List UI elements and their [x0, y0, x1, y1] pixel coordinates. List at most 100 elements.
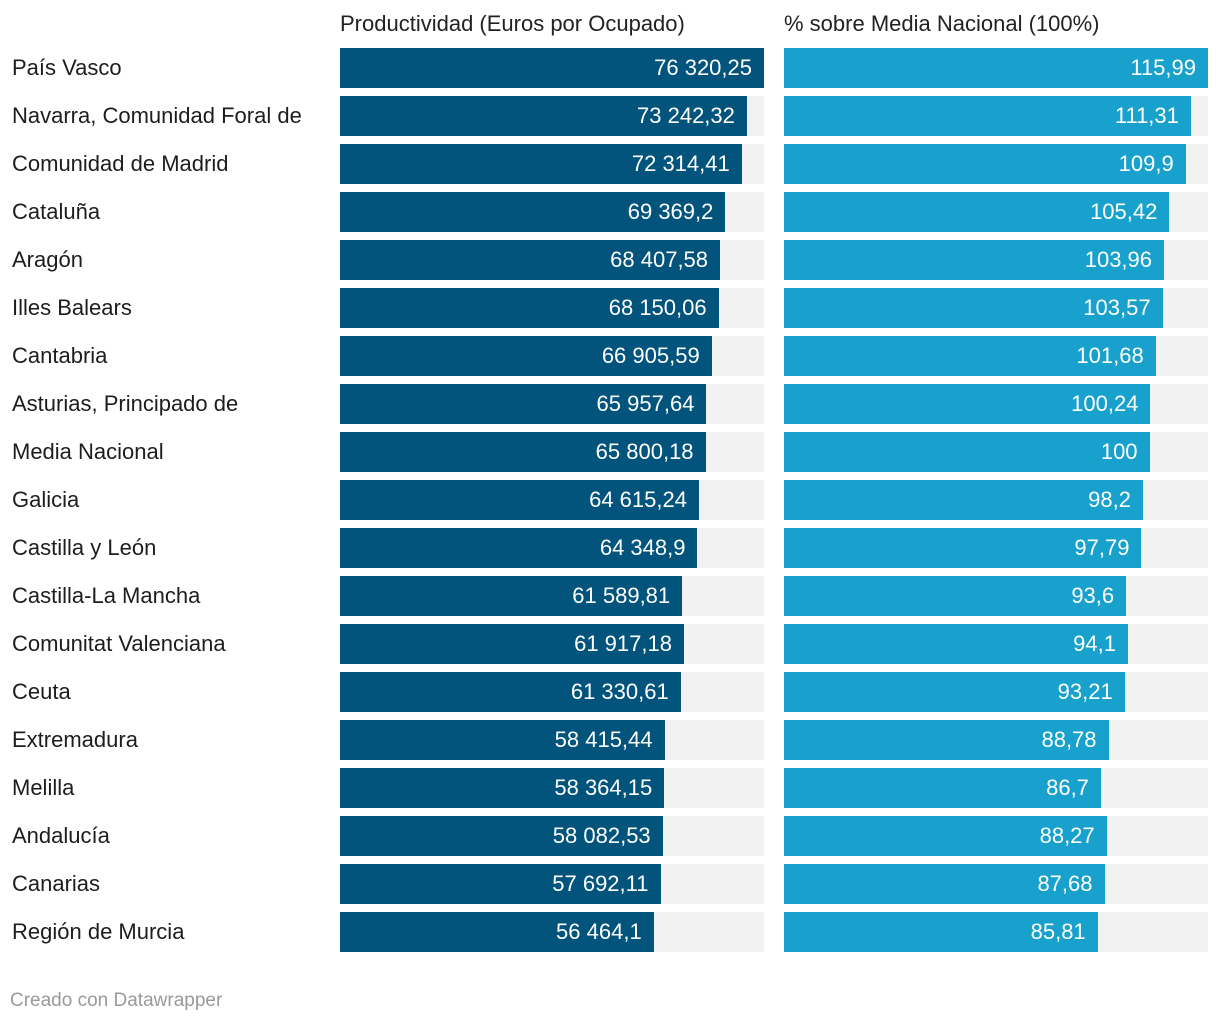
- category-label: Aragón: [12, 247, 83, 272]
- category-label: Galicia: [12, 487, 80, 512]
- value-label-pct: 105,42: [1090, 199, 1158, 224]
- bar-track-prod: 65 957,64: [340, 384, 764, 424]
- bar-pct: 98,2: [784, 480, 1143, 520]
- bar-track-pct: 87,68: [784, 864, 1208, 904]
- bar-track-pct: 115,99: [784, 48, 1208, 88]
- chart-row: Región de Murcia 56 464,1 85,81: [0, 912, 1220, 952]
- bar-pct: 86,7: [784, 768, 1101, 808]
- value-label-prod: 58 415,44: [554, 727, 653, 752]
- value-label-prod: 56 464,1: [556, 919, 642, 944]
- chart-row: Navarra, Comunidad Foral de 73 242,32 111,…: [0, 96, 1220, 136]
- bar-track-pct: 93,6: [784, 576, 1208, 616]
- value-label-prod: 72 314,41: [631, 151, 730, 176]
- value-label-prod: 69 369,2: [627, 199, 714, 224]
- value-label-prod: 66 905,59: [601, 343, 700, 368]
- bar-track-prod: 76 320,25: [340, 48, 764, 88]
- chart-row: Aragón 68 407,58 103,96: [0, 240, 1220, 280]
- chart-row: Ceuta 61 330,61 93,21: [0, 672, 1220, 712]
- value-label-pct: 101,68: [1076, 343, 1144, 368]
- bar-pct: 105,42: [784, 192, 1170, 232]
- value-label-pct: 98,2: [1088, 487, 1131, 512]
- category-label: Extremadura: [12, 727, 138, 752]
- column-header-productividad: Productividad (Euros por Ocupado): [340, 11, 685, 36]
- bar-track-pct: 101,68: [784, 336, 1208, 376]
- bar-pct: 100: [784, 432, 1150, 472]
- bar-pct: 85,81: [784, 912, 1098, 952]
- chart-row: País Vasco 76 320,25 115,99: [0, 48, 1220, 88]
- bar-track-prod: 64 615,24: [340, 480, 764, 520]
- bar-pct: 103,57: [784, 288, 1163, 328]
- value-label-prod: 68 150,06: [608, 295, 707, 320]
- chart-row: Extremadura 58 415,44 88,78: [0, 720, 1220, 760]
- bar-prod: 56 464,1: [340, 912, 654, 952]
- bar-pct: 88,78: [784, 720, 1109, 760]
- chart-row: Cantabria 66 905,59 101,68: [0, 336, 1220, 376]
- chart-row: Melilla 58 364,15 86,7: [0, 768, 1220, 808]
- value-label-prod: 64 615,24: [589, 487, 687, 512]
- bar-pct: 94,1: [784, 624, 1128, 664]
- bar-track-prod: 58 415,44: [340, 720, 764, 760]
- bar-prod: 68 150,06: [340, 288, 719, 328]
- value-label-pct: 88,27: [1039, 823, 1095, 848]
- bar-prod: 58 364,15: [340, 768, 665, 808]
- bar-track-prod: 73 242,32: [340, 96, 764, 136]
- bar-prod: 69 369,2: [340, 192, 726, 232]
- bar-track-pct: 98,2: [784, 480, 1208, 520]
- bar-track-pct: 94,1: [784, 624, 1208, 664]
- bar-track-pct: 88,78: [784, 720, 1208, 760]
- value-label-prod: 61 330,61: [570, 679, 669, 704]
- bar-track-pct: 103,96: [784, 240, 1208, 280]
- value-label-prod: 65 957,64: [596, 391, 695, 416]
- value-label-pct: 111,31: [1114, 103, 1179, 128]
- bar-prod: 64 348,9: [340, 528, 698, 568]
- bar-track-prod: 68 407,58: [340, 240, 764, 280]
- bar-pct: 97,79: [784, 528, 1142, 568]
- bar-track-prod: 64 348,9: [340, 528, 764, 568]
- bar-track-prod: 56 464,1: [340, 912, 764, 952]
- bar-prod: 57 692,11: [340, 864, 661, 904]
- bar-pct: 103,96: [784, 240, 1165, 280]
- bar-track-pct: 100: [784, 432, 1208, 472]
- category-label: Canarias: [12, 871, 101, 896]
- bar-track-pct: 100,24: [784, 384, 1208, 424]
- bar-prod: 61 917,18: [340, 624, 684, 664]
- value-label-prod: 73 242,32: [637, 103, 735, 128]
- bar-track-prod: 72 314,41: [340, 144, 764, 184]
- value-label-prod: 58 082,53: [552, 823, 651, 848]
- category-label: Comunidad de Madrid: [12, 151, 229, 176]
- bar-track-pct: 88,27: [784, 816, 1208, 856]
- bar-prod: 58 082,53: [340, 816, 663, 856]
- bar-pct: 101,68: [784, 336, 1156, 376]
- value-label-pct: 103,96: [1084, 247, 1153, 272]
- bar-track-pct: 85,81: [784, 912, 1208, 952]
- bar-prod: 65 957,64: [340, 384, 707, 424]
- category-label: Castilla-La Mancha: [12, 583, 201, 608]
- bar-pct: 87,68: [784, 864, 1105, 904]
- category-label: Ceuta: [12, 679, 71, 704]
- chart-row: Illes Balears 68 150,06 103,57: [0, 288, 1220, 328]
- chart-row: Canarias 57 692,11 87,68: [0, 864, 1220, 904]
- bar-track-prod: 61 917,18: [340, 624, 764, 664]
- value-label-prod: 61 917,18: [574, 631, 672, 656]
- category-label: Castilla y León: [12, 535, 157, 560]
- chart-row: Cataluña 69 369,2 105,42: [0, 192, 1220, 232]
- footer-credit: Creado con Datawrapper: [10, 990, 223, 1011]
- chart-row: Comunidad de Madrid 72 314,41 109,9: [0, 144, 1220, 184]
- category-label: Illes Balears: [12, 295, 132, 320]
- bar-track-prod: 68 150,06: [340, 288, 764, 328]
- category-label: Región de Murcia: [12, 919, 185, 944]
- bar-pct: 111,31: [784, 96, 1191, 136]
- bar-prod: 64 615,24: [340, 480, 699, 520]
- category-label: Navarra, Comunidad Foral de: [12, 103, 302, 128]
- chart-row: Andalucía 58 082,53 88,27: [0, 816, 1220, 856]
- bar-prod: 72 314,41: [340, 144, 742, 184]
- value-label-pct: 85,81: [1030, 919, 1086, 944]
- bar-pct: 93,6: [784, 576, 1127, 616]
- chart-row: Comunitat Valenciana 61 917,18 94,1: [0, 624, 1220, 664]
- bar-prod: 76 320,25: [340, 48, 764, 88]
- value-label-pct: 93,6: [1071, 583, 1115, 608]
- bar-track-pct: 103,57: [784, 288, 1208, 328]
- column-header-porcentaje: % sobre Media Nacional (100%): [784, 11, 1100, 36]
- bar-prod: 73 242,32: [340, 96, 747, 136]
- chart-row: Castilla y León 64 348,9 97,79: [0, 528, 1220, 568]
